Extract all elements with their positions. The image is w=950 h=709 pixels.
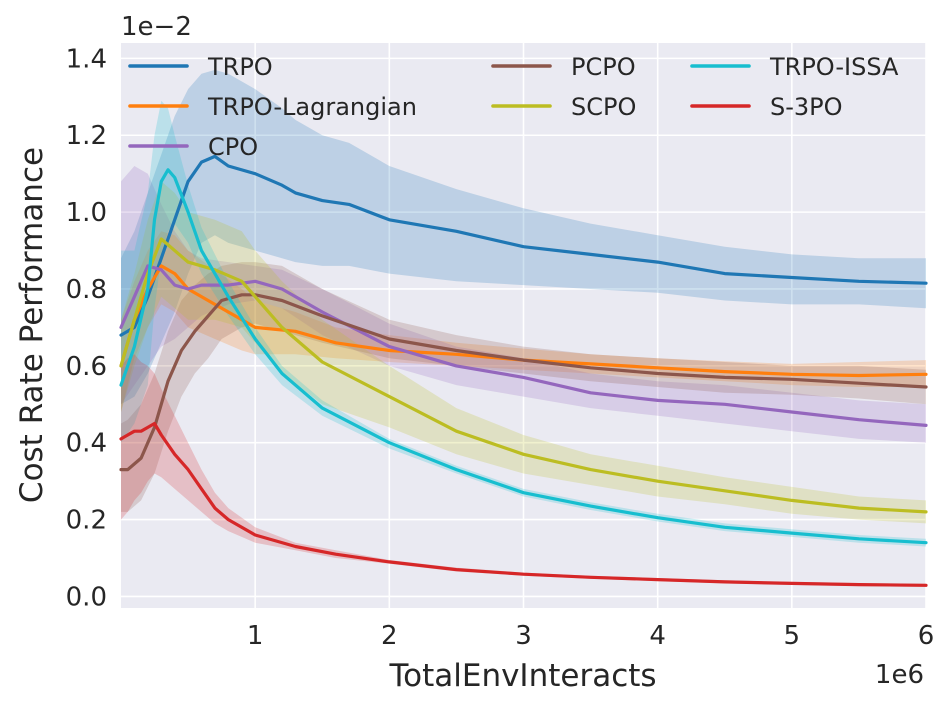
y-axis-label: Cost Rate Performance: [14, 147, 50, 503]
y-tick-label: 1.4: [66, 44, 107, 74]
series-band-2: [121, 166, 926, 443]
legend: TRPO TRPO-Lagrangian CPO PCPO SCPO TRPO-ISSA S…: [128, 53, 899, 161]
y-tick-label: 0.0: [66, 582, 107, 612]
tick-labels: 1 2 3 4 5 6 0.0 0.2 0.4 0.6 0.8 1.0 1.2 1.4: [66, 44, 935, 651]
series-lines: [119, 154, 928, 587]
x-axis-label: TotalEnvInteracts: [388, 658, 656, 694]
x-tick-label: 1: [247, 621, 264, 651]
legend-label: TRPO: [207, 53, 273, 81]
x-tick-label: 2: [381, 621, 398, 651]
x-tick-label: 4: [649, 621, 666, 651]
series-band-1: [121, 231, 926, 412]
series-line-3: [119, 293, 928, 472]
y-tick-label: 0.8: [66, 275, 107, 305]
series-line-2: [119, 264, 928, 427]
y-tick-label: 0.6: [66, 352, 107, 382]
y-offset-text: 1e−2: [121, 12, 192, 42]
y-tick-label: 1.0: [66, 198, 107, 228]
series-line-5: [119, 168, 928, 545]
series-line-4: [119, 237, 928, 514]
series-band-0: [121, 69, 926, 405]
y-tick-label: 0.2: [66, 506, 107, 536]
legend-label: TRPO-Lagrangian: [207, 93, 417, 121]
x-tick-label: 3: [515, 621, 532, 651]
x-tick-label: 6: [918, 621, 935, 651]
x-tick-label: 5: [784, 621, 801, 651]
legend-label: PCPO: [571, 53, 636, 81]
series-line-1: [119, 264, 928, 378]
legend-label: TRPO-ISSA: [769, 53, 899, 81]
y-tick-label: 1.2: [66, 121, 107, 151]
legend-label: SCPO: [571, 93, 636, 121]
legend-label: S-3PO: [770, 93, 843, 121]
y-tick-label: 0.4: [66, 429, 107, 459]
series-line-0: [119, 154, 928, 337]
series-band-3: [121, 262, 926, 512]
x-offset-text: 1e6: [875, 660, 924, 690]
series-line-6: [119, 421, 928, 587]
grid: [121, 43, 927, 608]
legend-label: CPO: [208, 133, 258, 161]
